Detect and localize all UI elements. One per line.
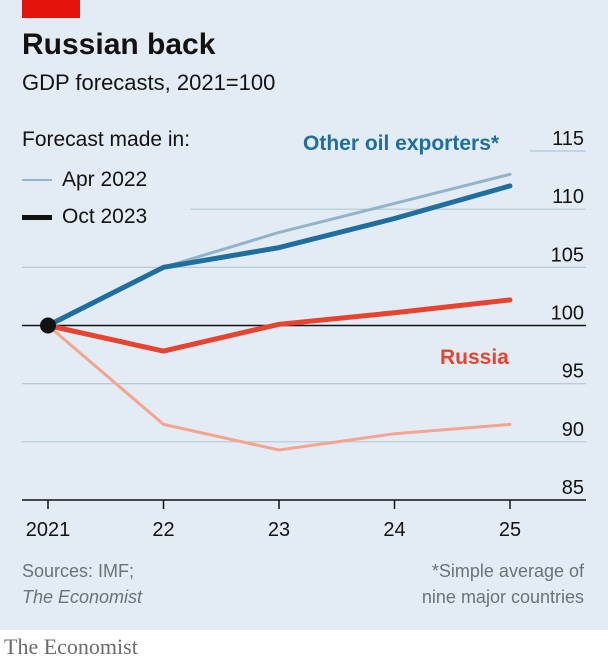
legend-item-oct-2023: Oct 2023 xyxy=(22,205,147,229)
y-tick-label-105: 105 xyxy=(551,244,584,266)
y-tick-label-85: 85 xyxy=(562,477,584,499)
series-line-oil-oct-2023 xyxy=(45,183,513,328)
legend-label-oct-2023: Oct 2023 xyxy=(62,205,148,228)
origin-dot xyxy=(40,317,56,334)
chart-subtitle: GDP forecasts, 2021=100 xyxy=(22,70,276,95)
x-tick-label-2024: 24 xyxy=(383,519,405,541)
brand-logo: The Economist xyxy=(4,634,138,659)
legend-label-apr-2022: Apr 2022 xyxy=(62,168,148,191)
series-line-russia-oct-2023 xyxy=(45,297,513,354)
line-chart: 85 90 95 100 105 110 115 2021 22 23 24 25 Other oil … xyxy=(22,128,586,541)
chart-title: Russian back xyxy=(22,28,216,61)
legend-swatch-apr-2022 xyxy=(22,179,52,181)
footnote-line-1: *Simple average of xyxy=(431,561,584,581)
series-label-russia: Russia xyxy=(440,346,509,369)
source-line-2: The Economist xyxy=(22,587,143,607)
x-tick-label-2021: 2021 xyxy=(26,519,71,541)
legend-item-apr-2022: Apr 2022 xyxy=(22,168,147,192)
y-tick-label-115: 115 xyxy=(552,128,584,150)
x-tick-label-2023: 23 xyxy=(268,519,290,541)
footnote: *Simple average of nine major countries xyxy=(422,558,584,610)
x-tick-label-2025: 25 xyxy=(499,519,521,541)
series-label-oil: Other oil exporters* xyxy=(303,132,500,155)
y-tick-label-95: 95 xyxy=(562,361,584,383)
legend-swatch-oct-2023 xyxy=(22,214,52,220)
brand-tab xyxy=(22,0,80,18)
source-note: Sources: IMF; The Economist xyxy=(22,558,142,610)
y-tick-label-90: 90 xyxy=(562,419,584,441)
legend-heading: Forecast made in: xyxy=(22,128,191,151)
x-tick-label-2022: 22 xyxy=(152,519,174,541)
y-tick-label-100: 100 xyxy=(551,303,584,325)
series-line-russia-apr-2022 xyxy=(46,324,512,452)
y-tick-label-110: 110 xyxy=(552,186,584,208)
source-line-1: Sources: IMF; xyxy=(22,561,135,581)
footnote-line-2: nine major countries xyxy=(421,587,584,607)
chart-panel xyxy=(0,0,608,630)
